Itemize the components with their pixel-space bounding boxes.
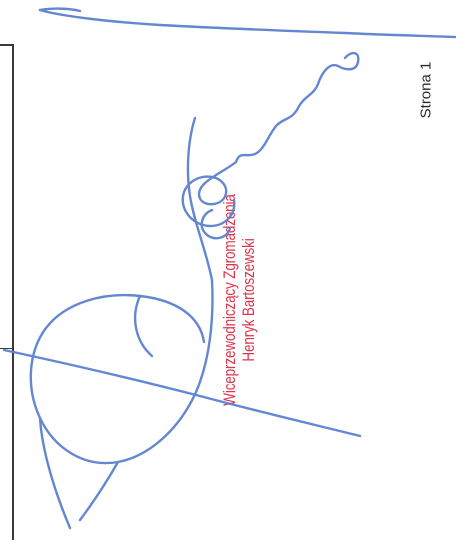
- official-stamp: Wiceprzewodniczący Zgromadzenia Henryk B…: [221, 171, 259, 429]
- stamp-name: Henryk Bartoszewski: [240, 238, 258, 362]
- frame-divider: [0, 348, 13, 349]
- frame-top-border: [0, 44, 13, 46]
- stamp-title: Wiceprzewodniczący Zgromadzenia: [221, 194, 239, 406]
- frame-left-border: [12, 44, 14, 540]
- page-number-label: Strona 1: [417, 61, 435, 119]
